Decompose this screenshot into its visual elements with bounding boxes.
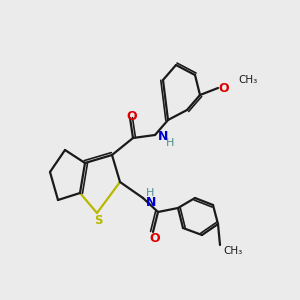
Text: N: N <box>146 196 156 208</box>
Text: O: O <box>127 110 137 124</box>
Text: CH₃: CH₃ <box>223 246 242 256</box>
Text: CH₃: CH₃ <box>238 75 257 85</box>
Text: S: S <box>94 214 102 227</box>
Text: N: N <box>158 130 168 143</box>
Text: O: O <box>150 232 160 245</box>
Text: H: H <box>146 188 154 198</box>
Text: O: O <box>219 82 229 94</box>
Text: H: H <box>166 138 174 148</box>
